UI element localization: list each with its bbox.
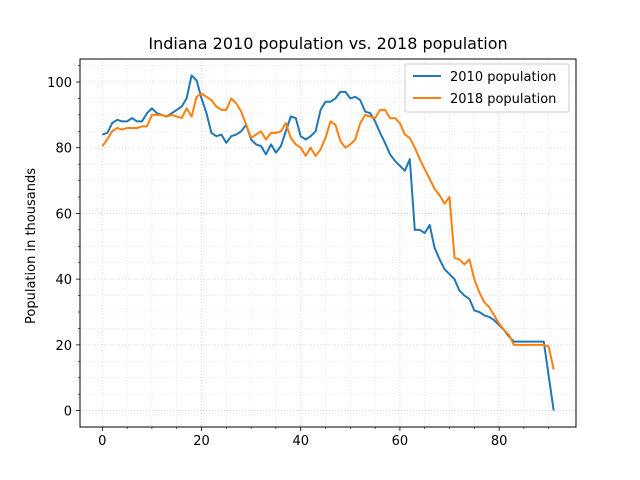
- grid: [80, 59, 576, 427]
- axis-ticks: 0 20 40 60 80 0 20 40 60 80 100: [47, 65, 550, 449]
- plot-frame: [79, 58, 577, 428]
- legend: 2010 population 2018 population: [404, 63, 570, 113]
- y-tick-label: 20: [55, 339, 72, 354]
- x-tick-label: 60: [392, 434, 409, 449]
- x-tick-label: 40: [292, 434, 309, 449]
- series-layer: [101, 74, 555, 411]
- legend-label-2018: 2018 population: [450, 92, 556, 107]
- x-tick-label: 80: [491, 434, 508, 449]
- y-tick-label: 40: [55, 273, 72, 288]
- series-line-2018: [101, 92, 555, 370]
- y-tick-label: 60: [55, 207, 72, 222]
- y-tick-label: 80: [55, 142, 72, 157]
- y-tick-label: 0: [64, 405, 72, 420]
- x-tick-label: 20: [193, 434, 210, 449]
- y-tick-label: 100: [47, 76, 72, 91]
- chart-title: Indiana 2010 population vs. 2018 populat…: [148, 34, 507, 53]
- series-line-2010: [101, 74, 555, 411]
- legend-box: [404, 63, 570, 113]
- legend-label-2010: 2010 population: [450, 70, 556, 85]
- y-axis-label: Population in thousands: [24, 168, 39, 324]
- x-tick-label: 0: [98, 434, 106, 449]
